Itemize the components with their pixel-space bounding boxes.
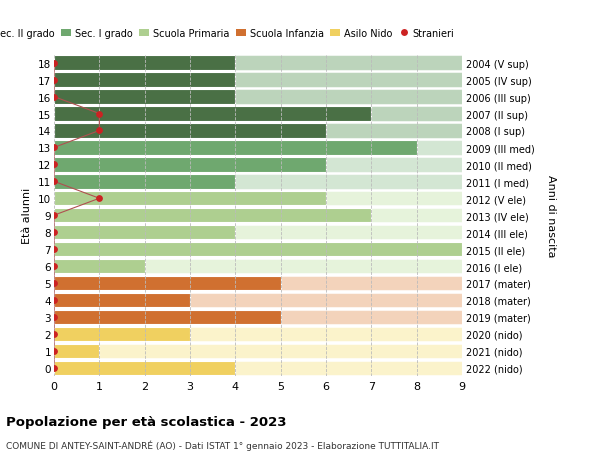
Bar <box>54 124 326 138</box>
Point <box>95 111 104 118</box>
Bar <box>54 361 235 375</box>
Legend: Sec. II grado, Sec. I grado, Scuola Primaria, Scuola Infanzia, Asilo Nido, Stran: Sec. II grado, Sec. I grado, Scuola Prim… <box>0 25 458 42</box>
Point <box>49 178 59 185</box>
Bar <box>54 191 326 206</box>
Point <box>49 280 59 287</box>
Bar <box>54 191 462 206</box>
Point <box>49 77 59 84</box>
Bar <box>54 276 281 291</box>
Bar <box>54 242 462 257</box>
Bar <box>54 242 462 257</box>
Point <box>49 297 59 304</box>
Bar <box>54 141 416 155</box>
Bar <box>54 56 235 71</box>
Point <box>49 60 59 67</box>
Point <box>49 330 59 338</box>
Point <box>49 364 59 372</box>
Bar <box>54 90 462 105</box>
Bar <box>54 310 281 325</box>
Bar <box>54 56 462 71</box>
Bar <box>54 73 462 88</box>
Bar <box>54 259 462 274</box>
Y-axis label: Età alunni: Età alunni <box>22 188 32 244</box>
Point <box>49 94 59 101</box>
Point <box>49 263 59 270</box>
Bar <box>54 310 462 325</box>
Point <box>49 246 59 253</box>
Y-axis label: Anni di nascita: Anni di nascita <box>546 174 556 257</box>
Bar <box>54 344 100 358</box>
Bar <box>54 107 371 122</box>
Bar <box>54 293 462 308</box>
Point <box>49 347 59 355</box>
Bar <box>54 90 235 105</box>
Point <box>49 313 59 321</box>
Point <box>49 145 59 152</box>
Bar <box>54 293 190 308</box>
Bar <box>54 73 235 88</box>
Bar <box>54 124 462 138</box>
Bar <box>54 225 235 240</box>
Bar <box>54 175 235 189</box>
Bar <box>54 158 462 172</box>
Point <box>95 195 104 202</box>
Bar <box>54 276 462 291</box>
Bar <box>54 327 462 341</box>
Bar <box>54 208 462 223</box>
Bar <box>54 175 462 189</box>
Bar <box>54 141 462 155</box>
Bar <box>54 327 190 341</box>
Point <box>49 161 59 168</box>
Point <box>49 212 59 219</box>
Bar <box>54 208 371 223</box>
Text: Popolazione per età scolastica - 2023: Popolazione per età scolastica - 2023 <box>6 415 287 428</box>
Bar <box>54 259 145 274</box>
Point <box>49 229 59 236</box>
Bar <box>54 225 462 240</box>
Bar <box>54 344 462 358</box>
Text: COMUNE DI ANTEY-SAINT-ANDRÉ (AO) - Dati ISTAT 1° gennaio 2023 - Elaborazione TUT: COMUNE DI ANTEY-SAINT-ANDRÉ (AO) - Dati … <box>6 440 439 450</box>
Bar <box>54 107 462 122</box>
Point <box>95 128 104 135</box>
Bar <box>54 361 462 375</box>
Bar <box>54 158 326 172</box>
